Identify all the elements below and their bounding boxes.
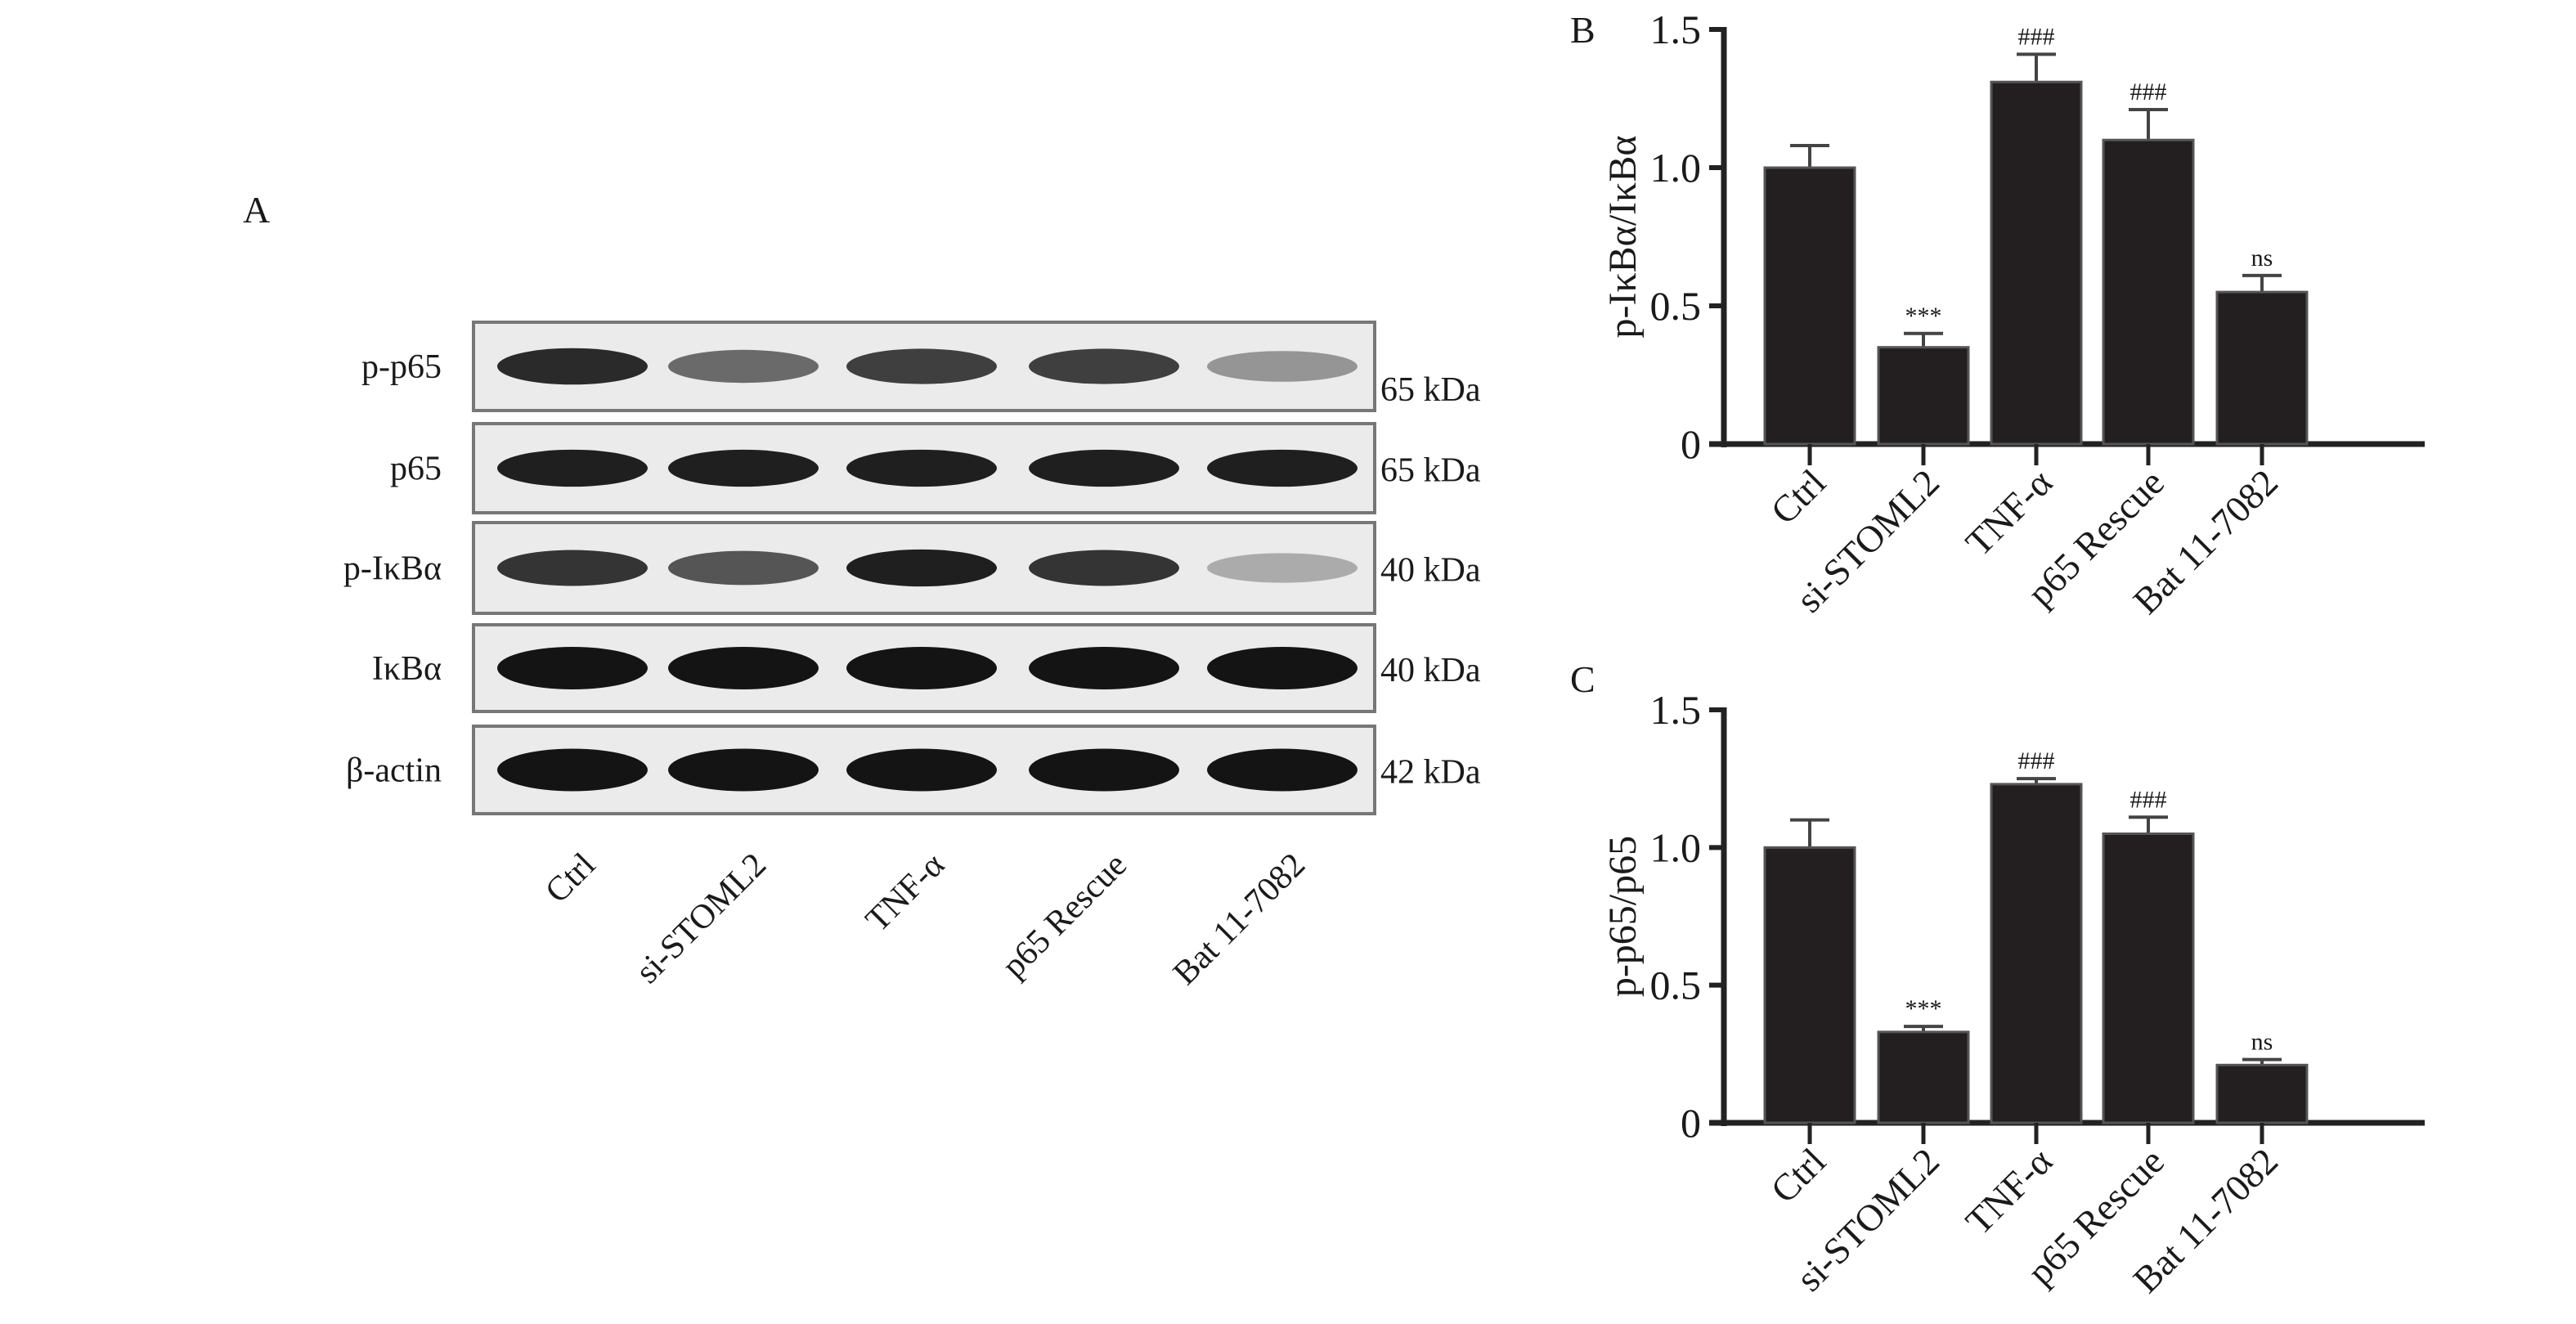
blot-size-label: 42 kDa bbox=[1380, 754, 1481, 792]
western-blot: p-p65 65 kDa p65 65 kDa p-IκBα 40 kDa IκBα 40 k… bbox=[343, 321, 1481, 993]
blot-size-label: 40 kDa bbox=[1380, 652, 1481, 689]
bar bbox=[2102, 138, 2195, 446]
bar bbox=[1877, 346, 1970, 446]
y-tick-label: 1.5 bbox=[1650, 7, 1702, 52]
blot-band bbox=[1029, 449, 1179, 487]
blot-band bbox=[1207, 647, 1358, 689]
blot-band bbox=[497, 647, 648, 689]
significance-label: ns bbox=[2251, 245, 2273, 272]
x-tick-label: Ctrl bbox=[1762, 1140, 1833, 1211]
panel-label-b: B bbox=[1570, 9, 1595, 51]
blot-row-label: p65 bbox=[390, 451, 442, 488]
bar bbox=[1763, 166, 1856, 446]
bar-chart-b: 00.51.01.5p-IκBα/IκBαCtrl***si-STOML2###… bbox=[1601, 7, 2425, 622]
blot-band bbox=[846, 449, 997, 487]
panel-label-c: C bbox=[1570, 658, 1595, 700]
blot-band bbox=[1029, 647, 1179, 689]
significance-label: ### bbox=[2018, 23, 2055, 50]
blot-band bbox=[1207, 351, 1358, 382]
blot-band bbox=[1207, 748, 1358, 792]
significance-label: ### bbox=[2018, 747, 2055, 774]
bar bbox=[2102, 833, 2195, 1124]
blot-size-label: 65 kDa bbox=[1380, 452, 1481, 490]
blot-row-label: β-actin bbox=[346, 752, 442, 790]
blot-size-label: 40 kDa bbox=[1380, 552, 1481, 590]
blot-band bbox=[497, 449, 648, 487]
blot-row-label: IκBα bbox=[372, 650, 442, 688]
blot-row: IκBα 40 kDa bbox=[372, 623, 1481, 713]
bar bbox=[2215, 290, 2309, 446]
blot-row-label: p-IκBα bbox=[343, 550, 442, 588]
y-tick-label: 0.5 bbox=[1650, 283, 1702, 329]
blot-lane-label: si-STOML2 bbox=[629, 846, 774, 991]
blot-row: p-p65 65 kDa bbox=[361, 321, 1481, 412]
blot-band bbox=[846, 647, 997, 689]
x-tick-label: TNF-α bbox=[1958, 461, 2060, 563]
blot-band bbox=[668, 748, 819, 792]
blot-band bbox=[1029, 550, 1179, 586]
blot-band bbox=[668, 550, 819, 586]
y-tick-label: 0.5 bbox=[1650, 963, 1702, 1008]
significance-label: *** bbox=[1905, 995, 1942, 1022]
significance-label: *** bbox=[1905, 303, 1942, 330]
blot-band bbox=[846, 348, 997, 384]
significance-label: ns bbox=[2251, 1029, 2273, 1056]
blot-band bbox=[497, 348, 648, 385]
y-axis-label: p-IκBα/IκBα bbox=[1601, 136, 1645, 339]
blot-lane-label: Bat 11-7082 bbox=[1166, 846, 1313, 993]
blot-lane-label: p65 Rescue bbox=[995, 846, 1134, 985]
blot-lane-label: Ctrl bbox=[538, 846, 603, 911]
blot-row-label: p-p65 bbox=[361, 348, 442, 386]
bar bbox=[1763, 846, 1856, 1124]
blot-band bbox=[1029, 348, 1179, 384]
x-tick-label: TNF-α bbox=[1958, 1140, 2060, 1242]
bar bbox=[1990, 783, 2083, 1124]
blot-band bbox=[668, 647, 819, 689]
blot-row: p-IκBα 40 kDa bbox=[343, 521, 1481, 615]
blot-band bbox=[668, 349, 819, 384]
blot-band bbox=[497, 748, 648, 792]
blot-row: β-actin 42 kDa bbox=[346, 725, 1481, 815]
blot-band bbox=[668, 449, 819, 487]
blot-band bbox=[1207, 449, 1358, 487]
x-tick-label: Ctrl bbox=[1762, 461, 1833, 532]
bar bbox=[1877, 1030, 1970, 1124]
blot-size-label: 65 kDa bbox=[1380, 371, 1481, 409]
panel-label-a: A bbox=[243, 189, 270, 231]
y-axis-label: p-p65/p65 bbox=[1601, 836, 1645, 997]
bar bbox=[1990, 80, 2083, 446]
bar-chart-c: 00.51.01.5p-p65/p65Ctrl***si-STOML2###TN… bbox=[1601, 687, 2425, 1301]
y-tick-label: 1.0 bbox=[1650, 824, 1702, 870]
significance-label: ### bbox=[2130, 79, 2167, 105]
y-tick-label: 1.5 bbox=[1650, 687, 1702, 733]
blot-band bbox=[846, 748, 997, 792]
blot-row: p65 65 kDa bbox=[390, 422, 1481, 514]
bar bbox=[2215, 1063, 2309, 1124]
significance-label: ### bbox=[2130, 786, 2167, 813]
blot-band bbox=[846, 549, 997, 587]
blot-band bbox=[1029, 748, 1179, 792]
blot-band bbox=[1207, 553, 1358, 583]
blot-band bbox=[497, 550, 648, 586]
blot-lane-label: TNF-α bbox=[859, 846, 952, 940]
y-tick-label: 0 bbox=[1681, 1100, 1701, 1146]
y-tick-label: 0 bbox=[1681, 421, 1701, 467]
y-tick-label: 1.0 bbox=[1650, 145, 1702, 191]
